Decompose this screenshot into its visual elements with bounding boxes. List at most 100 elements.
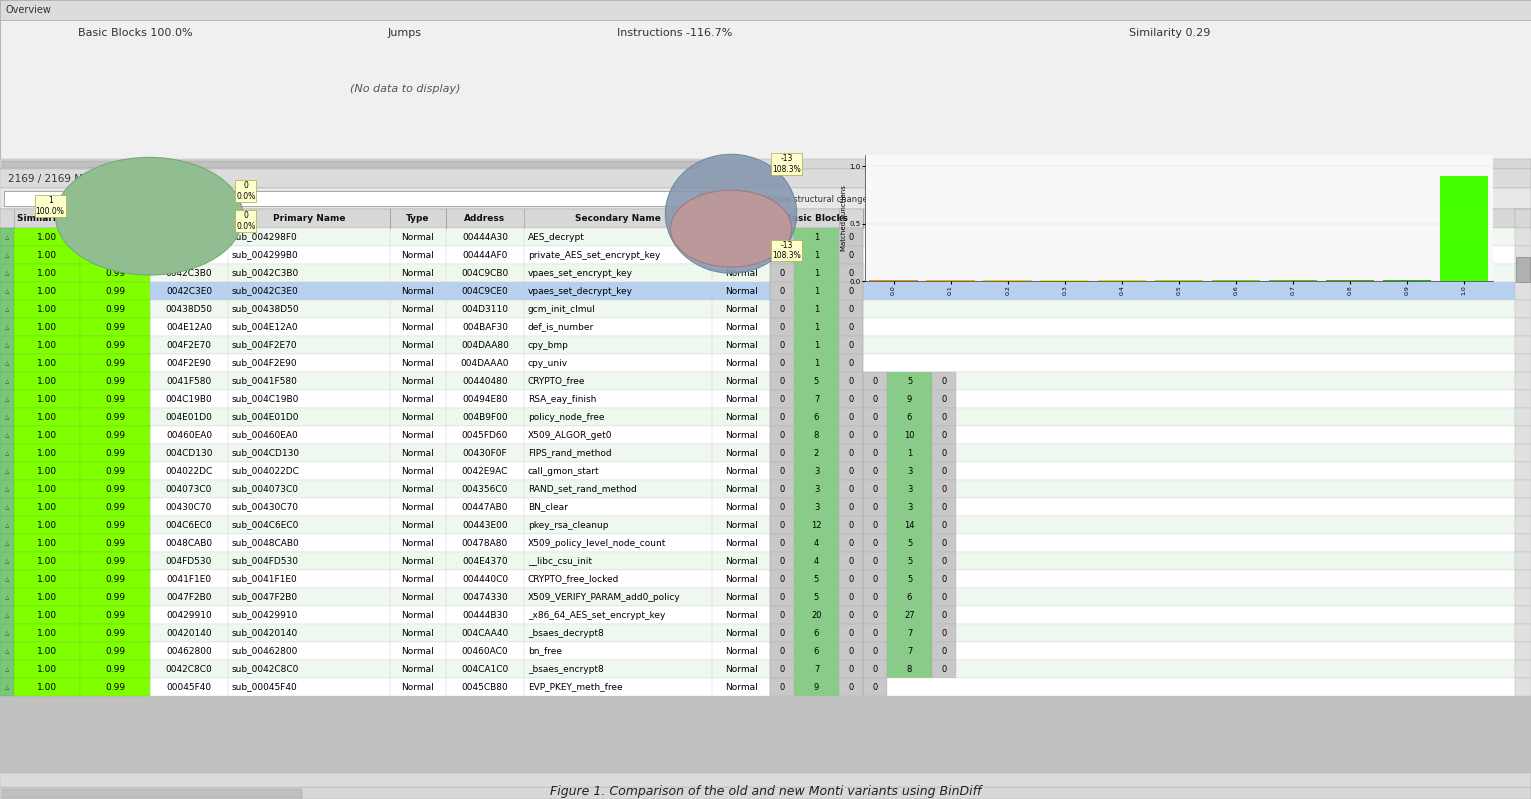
Bar <box>886 642 932 660</box>
Bar <box>886 426 932 444</box>
Bar <box>0 660 1516 678</box>
Bar <box>770 552 795 570</box>
Text: sub_004C6EC0: sub_004C6EC0 <box>233 520 300 530</box>
Text: FIPS_rand_method: FIPS_rand_method <box>528 448 611 458</box>
Text: 0: 0 <box>873 376 877 385</box>
Bar <box>795 354 839 372</box>
Bar <box>795 660 839 678</box>
Bar <box>1098 280 1147 281</box>
Text: _bsaes_decrypt8: _bsaes_decrypt8 <box>528 629 603 638</box>
Text: Normal: Normal <box>401 665 435 674</box>
Text: 004022DC: 004022DC <box>165 467 213 475</box>
Bar <box>770 444 795 462</box>
Bar <box>932 552 955 570</box>
Text: Show structural changes: Show structural changes <box>769 196 873 205</box>
Text: 0: 0 <box>848 395 854 403</box>
Text: Normal: Normal <box>401 268 435 277</box>
Bar <box>932 480 955 498</box>
Bar <box>839 588 863 606</box>
Text: 004299B0: 004299B0 <box>165 251 213 260</box>
Text: 0048CAB0: 0048CAB0 <box>165 539 213 547</box>
Bar <box>1516 498 1531 516</box>
Text: Normal: Normal <box>401 395 435 403</box>
Text: △: △ <box>5 577 9 582</box>
Text: -13
108.3%: -13 108.3% <box>772 241 801 260</box>
Text: 0: 0 <box>848 323 854 332</box>
Bar <box>932 408 955 426</box>
Text: X509_policy_level_node_count: X509_policy_level_node_count <box>528 539 666 547</box>
Text: 7: 7 <box>906 629 912 638</box>
Text: △: △ <box>5 594 9 599</box>
Text: 3: 3 <box>814 467 819 475</box>
Text: 004C9CE0: 004C9CE0 <box>462 287 508 296</box>
Text: 0045CB80: 0045CB80 <box>462 682 508 691</box>
Bar <box>1516 408 1531 426</box>
Bar <box>770 426 795 444</box>
Text: 0: 0 <box>873 665 877 674</box>
Text: sub_004F2E90: sub_004F2E90 <box>233 359 297 368</box>
Text: 00460AC0: 00460AC0 <box>462 646 508 655</box>
Text: 1: 1 <box>814 304 819 313</box>
Bar <box>0 408 14 426</box>
Text: Similarity ▼: Similarity ▼ <box>17 214 77 223</box>
Text: _bsaes_encrypt8: _bsaes_encrypt8 <box>528 665 603 674</box>
Text: 00430F0F: 00430F0F <box>462 448 507 458</box>
Bar <box>14 408 80 426</box>
Bar <box>0 552 1516 570</box>
Text: Normal: Normal <box>401 251 435 260</box>
Text: __libc_csu_init: __libc_csu_init <box>528 556 592 566</box>
Text: 0: 0 <box>873 539 877 547</box>
Bar <box>1516 264 1531 282</box>
Text: 8: 8 <box>906 665 912 674</box>
Text: Primary Name: Primary Name <box>273 214 346 223</box>
Bar <box>0 570 14 588</box>
Bar <box>839 372 863 390</box>
Text: 0: 0 <box>779 682 784 691</box>
Text: 004CAA40: 004CAA40 <box>461 629 508 638</box>
Text: RSA_eay_finish: RSA_eay_finish <box>528 395 597 403</box>
Text: 0: 0 <box>942 376 946 385</box>
Bar <box>770 246 795 264</box>
Text: 0: 0 <box>848 574 854 583</box>
Text: 1: 1 <box>814 323 819 332</box>
Bar <box>80 534 150 552</box>
Bar <box>0 372 14 390</box>
Text: 2: 2 <box>814 448 819 458</box>
Text: 1
100.0%: 1 100.0% <box>35 197 64 216</box>
Bar <box>795 300 839 318</box>
Text: △: △ <box>5 487 9 491</box>
Text: sub_004FD530: sub_004FD530 <box>233 556 299 566</box>
Text: 00474330: 00474330 <box>462 593 508 602</box>
Bar <box>0 606 1516 624</box>
Text: 9: 9 <box>814 682 819 691</box>
Text: 0: 0 <box>873 520 877 530</box>
Text: 004DAAA0: 004DAAA0 <box>461 359 510 368</box>
Bar <box>1326 280 1375 281</box>
Text: private_AES_set_encrypt_key: private_AES_set_encrypt_key <box>528 251 660 260</box>
Text: X509_ALGOR_get0: X509_ALGOR_get0 <box>528 431 612 439</box>
Text: Similarity 0.29: Similarity 0.29 <box>1130 28 1211 38</box>
Text: 3: 3 <box>906 503 912 511</box>
Bar <box>932 642 955 660</box>
Text: 0.99: 0.99 <box>106 610 126 619</box>
Text: sub_004299B0: sub_004299B0 <box>233 251 299 260</box>
Text: △: △ <box>5 666 9 671</box>
Text: Normal: Normal <box>724 646 758 655</box>
Bar <box>1516 209 1531 228</box>
Text: 0: 0 <box>779 484 784 494</box>
Bar <box>932 570 955 588</box>
Text: 00429910: 00429910 <box>167 610 211 619</box>
Bar <box>770 660 795 678</box>
Bar <box>80 462 150 480</box>
Bar <box>0 246 1516 264</box>
Text: 0: 0 <box>873 431 877 439</box>
Text: 0: 0 <box>779 593 784 602</box>
Text: 0: 0 <box>942 629 946 638</box>
Bar <box>795 516 839 534</box>
Bar <box>80 606 150 624</box>
Bar <box>0 336 14 354</box>
Text: 0.99: 0.99 <box>106 484 126 494</box>
Bar <box>0 408 1516 426</box>
Bar <box>80 408 150 426</box>
Text: 0: 0 <box>848 665 854 674</box>
